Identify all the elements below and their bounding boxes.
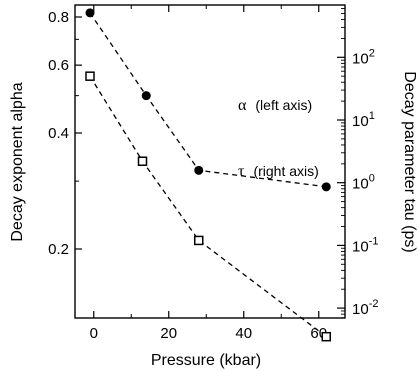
tau-data-point: [85, 71, 95, 81]
y-right-tick-exponent: 1: [369, 110, 375, 122]
y-right-tick-base: 10: [352, 176, 369, 193]
y-right-tick-exponent: 2: [369, 47, 375, 59]
y-right-tick-label: 100: [352, 173, 375, 193]
alpha-annotation-text: (left axis): [255, 97, 312, 113]
tau-symbol: τ: [238, 163, 245, 180]
y-right-tick-base: 10: [352, 50, 369, 67]
plot-area-border: [74, 4, 346, 319]
y-right-tick-label: 101: [352, 110, 375, 130]
x-axis-label: Pressure (kbar): [151, 352, 261, 369]
y-right-tick-base: 10: [352, 301, 369, 318]
y-left-tick-label: 0.6: [48, 57, 69, 74]
x-tick-label: 0: [90, 325, 98, 342]
plot-frame: [74, 4, 346, 319]
y-right-tick-label: 10-2: [352, 298, 378, 318]
y-right-tick-exponent: -2: [369, 298, 379, 310]
y-right-tick-exponent: -1: [369, 235, 379, 247]
series-lines: [89, 12, 327, 338]
tau-data-point: [194, 235, 204, 246]
y-right-tick-label: 102: [352, 47, 375, 67]
y-right-axis-label: Decay parameter tau (ps): [401, 71, 418, 252]
x-tick-label: 20: [160, 325, 177, 342]
tau-annotation: τ (right axis): [238, 163, 319, 180]
tau-data-point: [137, 156, 148, 166]
x-tick-label: 40: [235, 325, 252, 342]
alpha-data-point: [141, 91, 151, 101]
series-line-alpha: [89, 12, 327, 188]
alpha-data-point: [321, 182, 331, 192]
series-line-tau: [89, 75, 327, 338]
y-left-tick-label: 0.8: [48, 9, 69, 26]
y-right-tick-base: 10: [352, 113, 369, 130]
tau-annotation-text: (right axis): [253, 163, 318, 179]
tau-data-point: [321, 331, 331, 342]
alpha-symbol: α: [238, 97, 247, 114]
alpha-data-point: [194, 165, 204, 175]
alpha-data-point: [85, 8, 95, 18]
alpha-annotation: α (left axis): [238, 97, 312, 114]
y-left-tick-label: 0.2: [48, 241, 69, 258]
y-right-tick-label: 10-1: [352, 235, 378, 255]
y-right-tick-base: 10: [352, 238, 369, 255]
y-left-tick-label: 0.4: [48, 125, 69, 142]
y-left-axis-label: Decay exponent alpha: [9, 82, 26, 241]
series-markers: [85, 8, 331, 342]
y-right-tick-exponent: 0: [369, 173, 375, 185]
